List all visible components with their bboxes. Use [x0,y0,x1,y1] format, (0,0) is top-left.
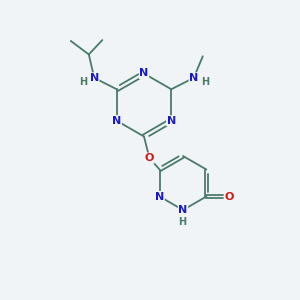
Text: O: O [145,153,154,163]
Text: N: N [178,205,188,215]
Text: O: O [224,191,234,202]
Text: N: N [112,116,121,126]
Text: N: N [167,116,176,126]
Text: H: H [201,77,209,87]
Text: H: H [79,77,87,87]
Text: H: H [178,217,187,227]
Text: N: N [155,191,164,202]
Text: N: N [140,68,148,79]
Text: N: N [189,73,198,83]
Text: N: N [90,73,99,83]
